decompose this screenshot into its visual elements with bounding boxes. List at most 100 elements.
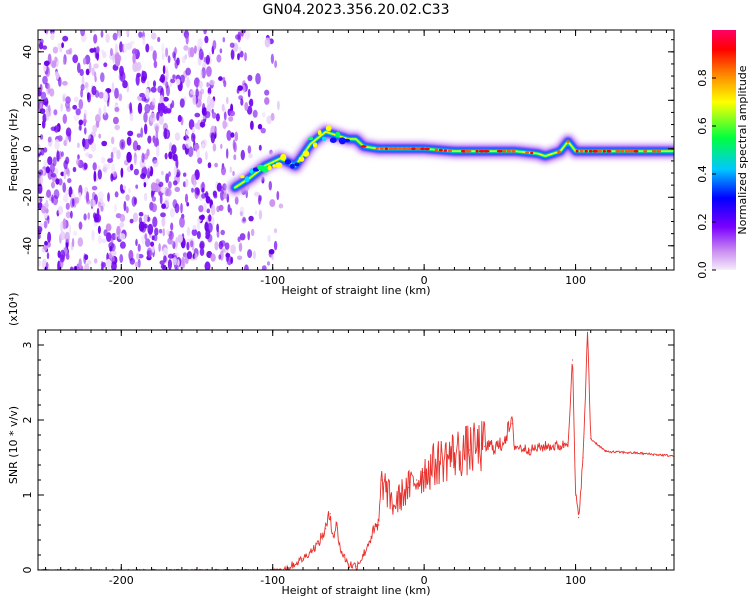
noise-speckle bbox=[67, 178, 72, 184]
noise-speckle bbox=[183, 172, 187, 177]
noise-speckle bbox=[153, 60, 158, 69]
noise-speckle bbox=[156, 111, 160, 121]
noise-speckle bbox=[55, 178, 60, 185]
snr-data-point bbox=[416, 479, 418, 481]
noise-speckle bbox=[141, 70, 144, 78]
noise-speckle bbox=[147, 223, 154, 235]
noise-speckle bbox=[233, 154, 237, 161]
ridge-core-blob bbox=[411, 147, 416, 151]
noise-speckle bbox=[122, 185, 127, 191]
snr-data-point bbox=[423, 471, 425, 474]
noise-speckle bbox=[40, 147, 45, 156]
noise-speckle bbox=[254, 210, 258, 215]
noise-speckle bbox=[244, 264, 249, 270]
noise-speckle bbox=[160, 212, 166, 218]
snr-data-point bbox=[408, 486, 410, 489]
noise-speckle bbox=[185, 78, 191, 87]
noise-speckle bbox=[183, 45, 189, 51]
noise-speckle bbox=[210, 132, 216, 144]
noise-speckle bbox=[141, 152, 145, 163]
ridge-early-blob bbox=[312, 142, 318, 148]
noise-speckle bbox=[175, 264, 179, 270]
noise-speckle bbox=[228, 116, 234, 122]
noise-speckle bbox=[165, 108, 172, 114]
noise-speckle bbox=[189, 47, 195, 58]
noise-speckle bbox=[259, 195, 262, 202]
noise-speckle bbox=[114, 87, 119, 99]
noise-speckle bbox=[237, 255, 243, 261]
noise-speckle bbox=[166, 229, 170, 236]
xtick-label: 100 bbox=[565, 574, 586, 587]
noise-speckle bbox=[101, 238, 107, 244]
noise-speckle bbox=[126, 136, 132, 146]
noise-speckle bbox=[73, 114, 80, 121]
noise-speckle bbox=[223, 80, 227, 88]
ytick-label: 20 bbox=[21, 93, 34, 107]
snr-data-point bbox=[590, 438, 592, 440]
noise-speckle bbox=[51, 194, 54, 204]
ridge-early-blob bbox=[317, 129, 322, 136]
noise-speckle bbox=[149, 112, 156, 123]
noise-speckle bbox=[222, 120, 227, 130]
noise-speckle bbox=[222, 37, 226, 43]
noise-speckle bbox=[110, 234, 114, 246]
ytick-label: 1 bbox=[21, 492, 34, 499]
noise-speckle bbox=[92, 162, 97, 171]
noise-speckle bbox=[62, 194, 69, 203]
noise-speckle bbox=[229, 207, 233, 216]
noise-speckle bbox=[39, 108, 46, 114]
spectrogram-frame bbox=[37, 29, 675, 271]
noise-speckle bbox=[78, 258, 82, 269]
noise-speckle bbox=[75, 108, 81, 116]
colorbar-gradient bbox=[712, 30, 736, 270]
noise-speckle bbox=[69, 266, 74, 270]
noise-speckle bbox=[98, 107, 102, 117]
noise-speckle bbox=[175, 78, 181, 86]
noise-speckle bbox=[242, 84, 246, 94]
noise-speckle bbox=[198, 205, 204, 213]
noise-speckle bbox=[156, 145, 160, 157]
noise-speckle bbox=[63, 160, 68, 170]
noise-speckle bbox=[247, 145, 252, 154]
noise-speckle bbox=[220, 229, 225, 236]
noise-speckle bbox=[112, 146, 118, 154]
noise-speckle bbox=[66, 169, 71, 177]
noise-speckle bbox=[225, 253, 231, 258]
noise-speckle bbox=[164, 152, 168, 160]
noise-speckle bbox=[145, 238, 151, 248]
noise-speckle bbox=[162, 65, 166, 75]
snr-data-point bbox=[453, 453, 455, 455]
noise-speckle bbox=[159, 102, 166, 111]
noise-speckle bbox=[234, 131, 239, 142]
noise-speckle bbox=[218, 240, 224, 250]
ridge-early-blob bbox=[275, 162, 283, 168]
noise-speckle bbox=[184, 54, 188, 60]
noise-speckle bbox=[269, 199, 276, 208]
noise-speckle bbox=[184, 193, 189, 204]
xtick-label: 0 bbox=[421, 274, 428, 287]
xtick-label: -100 bbox=[260, 274, 285, 287]
noise-speckle bbox=[192, 224, 197, 230]
noise-speckle bbox=[137, 243, 141, 252]
ridge-early-blob bbox=[280, 153, 287, 161]
snr-data-point bbox=[317, 543, 319, 545]
noise-speckle bbox=[206, 82, 209, 88]
noise-speckle bbox=[133, 156, 137, 166]
noise-speckle bbox=[196, 188, 200, 196]
noise-speckle bbox=[131, 48, 138, 56]
noise-speckle bbox=[39, 134, 44, 140]
noise-speckle bbox=[159, 228, 163, 234]
noise-speckle bbox=[205, 54, 210, 65]
colorbar-tick-label: 0.2 bbox=[696, 213, 709, 231]
noise-speckle bbox=[47, 215, 50, 224]
snr-xlabel: Height of straight line (km) bbox=[281, 584, 430, 597]
noise-speckle bbox=[197, 157, 203, 164]
ytick-label: 40 bbox=[21, 45, 34, 59]
noise-speckle bbox=[114, 191, 119, 198]
snr-data-point bbox=[325, 528, 327, 530]
ytick-label: 0 bbox=[21, 145, 34, 152]
noise-speckle bbox=[97, 225, 101, 234]
noise-speckle bbox=[171, 144, 177, 155]
ridge-core-blob bbox=[461, 149, 466, 153]
noise-speckle bbox=[168, 181, 172, 189]
